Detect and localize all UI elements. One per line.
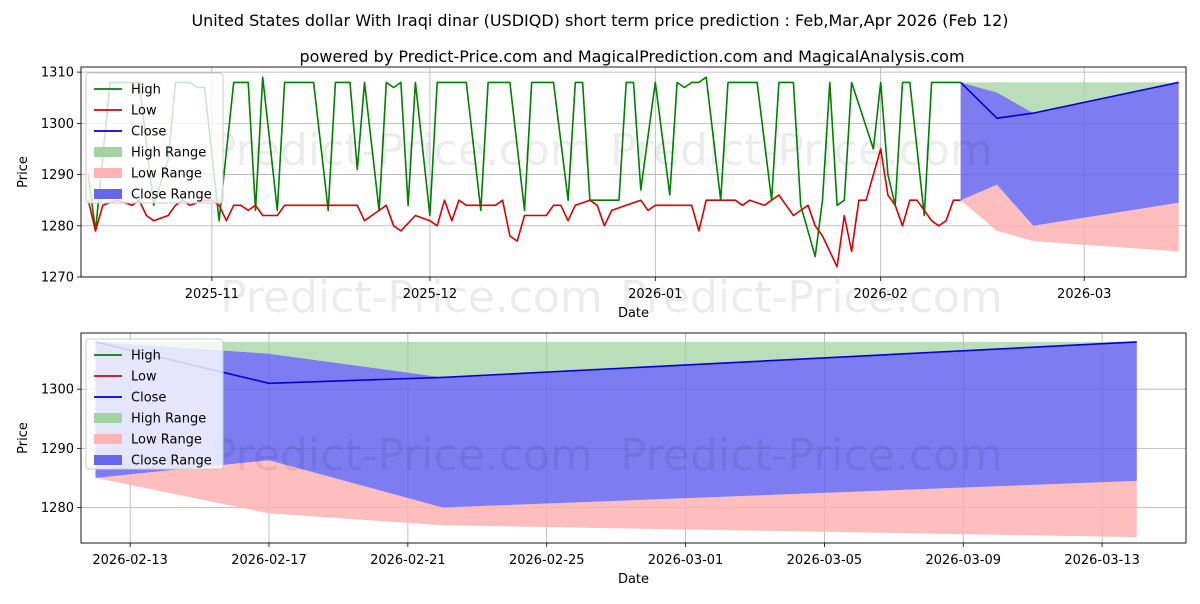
x-tick-label: 2025-12 (403, 287, 457, 302)
close-series-line (960, 81, 1179, 119)
y-tick-label: 1280 (41, 501, 74, 516)
watermark-text: Predict-Price.com (210, 125, 593, 176)
x-tick-label: 2026-02-13 (92, 553, 168, 568)
y-tick-label: 1300 (41, 117, 74, 132)
x-tick-label: 2026-03 (1057, 287, 1111, 302)
y-tick-label: 1290 (41, 442, 74, 457)
legend-label: Close (131, 125, 166, 140)
x-tick-label: 2026-02-25 (509, 553, 585, 568)
y-tick-label: 1300 (41, 383, 74, 398)
legend-label: Low Range (131, 433, 202, 448)
chart-title: United States dollar With Iraqi dinar (U… (191, 11, 1008, 30)
legend-swatch-high-range (94, 147, 122, 157)
x-tick-label: 2026-02-21 (370, 553, 446, 568)
legend-label: High Range (131, 412, 206, 427)
history-chart-panel: 1270 1280 1290 1300 1310 2025-11 2025-12 2026-0… (16, 66, 1187, 323)
forecast-chart-panel: 1280 1290 1300 2026-02-13 2026-02-17 2026-02-… (16, 332, 1187, 587)
legend-swatch-high-range (94, 413, 122, 423)
x-tick-label: 2026-01 (628, 287, 682, 302)
low-series-line (87, 148, 961, 268)
low-range-band (95, 460, 1137, 538)
legend-label: High (131, 349, 161, 364)
watermark-text: Predict-Price.com (610, 125, 993, 176)
legend-label: Close (131, 391, 166, 406)
high-range-band (960, 82, 1179, 114)
plot-frame (80, 66, 1187, 278)
legend-swatch-close-range (94, 189, 122, 199)
y-tick-label: 1270 (41, 271, 74, 286)
x-tick-label: 2025-11 (185, 287, 239, 302)
legend-label: Low (131, 370, 157, 385)
close-range-band (960, 82, 1179, 226)
watermark-text: Predict-Price.com (220, 272, 603, 323)
watermark-text: Predict-Price.com (620, 272, 1003, 323)
y-tick-label: 1290 (41, 168, 74, 183)
legend-label: High (131, 83, 161, 98)
close-range-band (95, 341, 1137, 508)
high-series-line (87, 76, 961, 258)
x-axis-label: Date (618, 306, 649, 321)
x-axis-label: Date (618, 572, 649, 587)
y-tick-label: 1310 (41, 66, 74, 81)
legend-label: Close Range (131, 188, 212, 203)
legend: High Low Close High Range Low Range Close Ran… (85, 72, 224, 204)
watermark-text: Predict-Price.com (620, 430, 1003, 481)
legend-label: Low Range (131, 167, 202, 182)
x-tick-label: 2026-03-05 (787, 553, 863, 568)
x-tick-label: 2026-02 (854, 287, 908, 302)
x-tick-label: 2026-03-01 (648, 553, 724, 568)
legend-swatch-low-range (94, 434, 122, 444)
legend-label: Close Range (131, 454, 212, 469)
legend-label: High Range (131, 146, 206, 161)
legend-swatch-close-range (94, 455, 122, 465)
legend-swatch-low-range (94, 168, 122, 178)
low-range-band (960, 184, 1179, 252)
chart-subtitle: powered by Predict-Price.com and Magical… (299, 47, 964, 66)
watermark-text: Predict-Price.com (210, 430, 593, 481)
y-tick-label: 1280 (41, 219, 74, 234)
x-tick-label: 2026-03-13 (1064, 553, 1140, 568)
y-axis-label: Price (16, 156, 31, 188)
high-range-band (95, 341, 1137, 378)
y-axis-label: Price (16, 422, 31, 454)
x-tick-label: 2026-02-17 (231, 553, 307, 568)
plot-frame (80, 332, 1187, 544)
legend-label: Low (131, 104, 157, 119)
legend: High Low Close High Range Low Range Close Ran… (85, 338, 224, 470)
x-tick-label: 2026-03-09 (925, 553, 1001, 568)
